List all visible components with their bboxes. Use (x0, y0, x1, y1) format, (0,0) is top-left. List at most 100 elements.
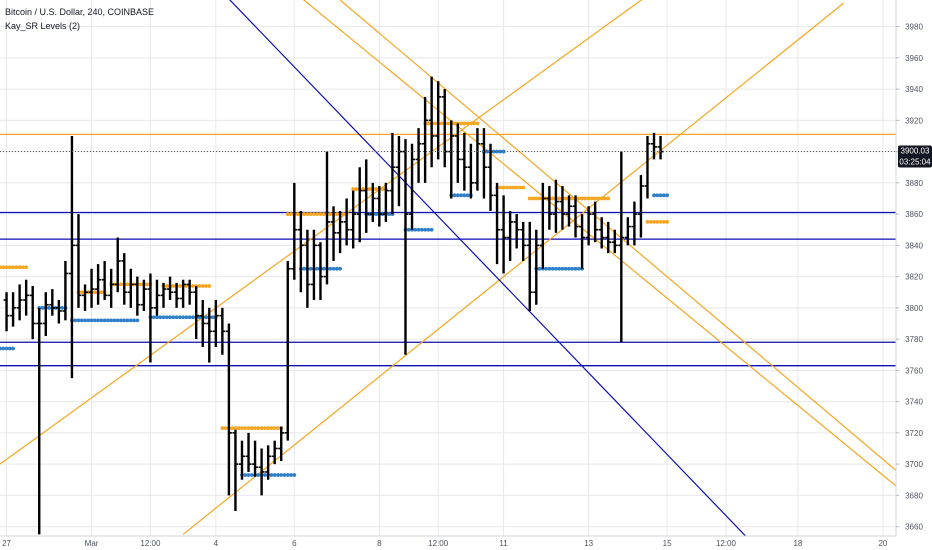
orange-level-dot (665, 220, 669, 224)
time-axis-label: 13 (584, 539, 593, 548)
blue-level-dot (181, 315, 186, 320)
blue-level-dot (99, 318, 104, 323)
price-axis[interactable]: 3660 3680 3700 3720 3740 3760 3780 3800 3820 3840… (896, 23, 923, 532)
orange-level-dot (374, 187, 378, 191)
blue-level-dot (11, 346, 15, 351)
time-axis[interactable]: 27 Mar 12:00 4 6 8 12:00 11 13 15 12:00 18 20 (2, 539, 888, 548)
blue-level-dot (485, 149, 490, 154)
blue-level-dot (73, 318, 78, 323)
blue-level-dot (53, 305, 58, 310)
blue-level-dot (155, 315, 159, 320)
price-axis-label: 3880 (905, 179, 923, 188)
orange-level-dot (655, 220, 660, 224)
price-axis-label: 3700 (905, 460, 923, 469)
blue-level-dot (426, 227, 431, 232)
orange-level-dot (207, 284, 212, 288)
orange-level-dot (289, 212, 293, 216)
orange-level-dot (240, 426, 244, 431)
blue-level-dot (367, 212, 372, 216)
blue-level-dot (76, 318, 81, 323)
orange-level-dot (191, 284, 195, 288)
orange-level-dot (652, 220, 656, 224)
blue-level-dot (462, 193, 467, 198)
blue-level-dot (331, 266, 336, 271)
orange-level-dot (576, 196, 581, 201)
orange-level-dot (334, 212, 339, 216)
blue-level-dot (557, 266, 562, 271)
price-axis-background (896, 0, 932, 550)
blue-level-dot (406, 227, 411, 232)
orange-level-dot (589, 196, 594, 201)
blue-level-dot (128, 318, 133, 323)
blue-level-dot (560, 266, 565, 271)
blue-level-dot (573, 266, 578, 271)
orange-level-dot (570, 196, 575, 201)
orange-level-dot (514, 185, 519, 190)
orange-level-dot (341, 212, 346, 216)
blue-level-dot (1, 346, 6, 351)
blue-level-dot (135, 318, 140, 323)
orange-level-dot (305, 212, 310, 216)
orange-level-dot (92, 290, 97, 295)
blue-level-dot (79, 318, 84, 323)
blue-level-dot (285, 473, 290, 477)
blue-level-dot (429, 227, 434, 232)
orange-level-dot (593, 196, 598, 201)
orange-level-dot (504, 185, 509, 190)
blue-level-dot (184, 315, 189, 320)
symbol-title[interactable]: Bitcoin / U.S. Dollar, 240, COINBASE (5, 7, 155, 17)
orange-level-dot (557, 196, 562, 201)
blue-level-dot (0, 346, 2, 351)
orange-level-dot (308, 212, 313, 216)
blue-level-dot (168, 315, 172, 320)
time-axis-background (0, 536, 932, 550)
blue-level-dot (86, 318, 91, 323)
time-axis-label: Mar (85, 539, 99, 548)
orange-level-dot (380, 187, 385, 191)
orange-level-dot (658, 220, 663, 224)
orange-level-dot (7, 265, 12, 270)
blue-level-dot (269, 473, 274, 477)
blue-level-dot (4, 346, 9, 351)
orange-level-dot (315, 212, 320, 216)
blue-level-dot (308, 266, 313, 271)
blue-level-dot (289, 473, 293, 477)
indicator-title[interactable]: Kay_SR Levels (2) (5, 21, 81, 31)
blue-level-dot (115, 318, 120, 323)
blue-level-dot (501, 149, 506, 154)
orange-level-dot (246, 426, 251, 431)
blue-level-dot (109, 318, 114, 323)
blue-level-dot (151, 315, 156, 320)
orange-level-dot (439, 121, 444, 126)
blue-level-dot (279, 473, 284, 477)
price-axis-label: 3660 (905, 523, 923, 532)
price-axis-label: 3780 (905, 335, 923, 344)
last-price-tag: 3900.03 03:25:04 (898, 145, 932, 168)
orange-level-dot (583, 196, 588, 201)
orange-level-dot (433, 121, 437, 126)
blue-level-dot (658, 193, 663, 198)
blue-level-dot (96, 318, 101, 323)
orange-level-dot (249, 426, 254, 431)
blue-level-dot (550, 266, 555, 271)
orange-level-dot (468, 121, 473, 126)
blue-level-dot (416, 227, 421, 232)
blue-level-dot (455, 193, 460, 198)
orange-level-dot (580, 196, 584, 201)
orange-level-dot (508, 185, 513, 190)
price-axis-label: 3720 (905, 429, 923, 438)
blue-level-dot (106, 318, 110, 323)
blue-level-dot (380, 212, 385, 216)
price-axis-label: 3860 (905, 210, 923, 219)
chart-legend: Bitcoin / U.S. Dollar, 240, COINBASE Kay… (5, 5, 154, 33)
orange-level-dot (276, 426, 280, 431)
blue-level-dot (102, 318, 107, 323)
blue-level-dot (282, 473, 287, 477)
orange-level-dot (272, 426, 277, 431)
blue-level-dot (547, 266, 552, 271)
orange-level-dot (537, 196, 542, 201)
time-axis-label: 11 (499, 539, 508, 548)
orange-level-dot (312, 212, 316, 216)
